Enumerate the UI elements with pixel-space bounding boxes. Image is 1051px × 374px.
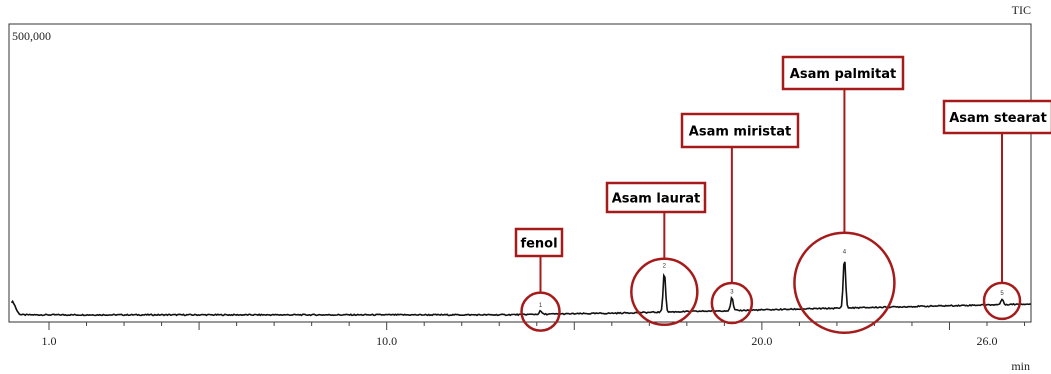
x-axis-ticks: [48, 322, 1026, 330]
y-max-label: 500,000: [12, 29, 51, 43]
x-axis-tick-labels: 1.0 10.0 20.0 26.0: [42, 334, 998, 348]
peak-annotations: fenol Asam laurat Asam miristat Asam palmit…: [514, 55, 1051, 334]
peak-number-mark: 2: [663, 264, 667, 270]
x-tick-label: 1.0: [42, 334, 57, 348]
peak-label: Asam miristat: [689, 125, 791, 140]
peak-number-mark: 1: [539, 303, 543, 309]
x-tick-label: 10.0: [376, 334, 397, 348]
chromatogram-trace: [10, 261, 1031, 317]
peak-numbers: 1 2 3 4 5: [539, 249, 1004, 309]
peak-label-box: [781, 55, 905, 91]
peak-number-mark: 5: [1000, 291, 1004, 297]
x-tick-label: 20.0: [751, 334, 772, 348]
peak-number-mark: 3: [730, 289, 734, 295]
peak-label-box: [605, 181, 707, 214]
corner-label: TIC: [1012, 3, 1031, 17]
peak-label: Asam laurat: [612, 192, 701, 207]
plot-frame: [8, 23, 1032, 323]
peak-label: fenol: [520, 237, 557, 252]
peak-label-box: [680, 112, 800, 149]
peak-label: Asam palmitat: [790, 67, 896, 82]
peak-number-mark: 4: [843, 249, 847, 255]
peak-label-box: [942, 99, 1051, 135]
x-tick-label: 26.0: [977, 334, 998, 348]
peak-label-box: [514, 227, 564, 258]
peak-circle: [793, 231, 896, 334]
peak-label: Asam stearat: [949, 111, 1047, 126]
x-unit-label: min: [1011, 359, 1030, 373]
